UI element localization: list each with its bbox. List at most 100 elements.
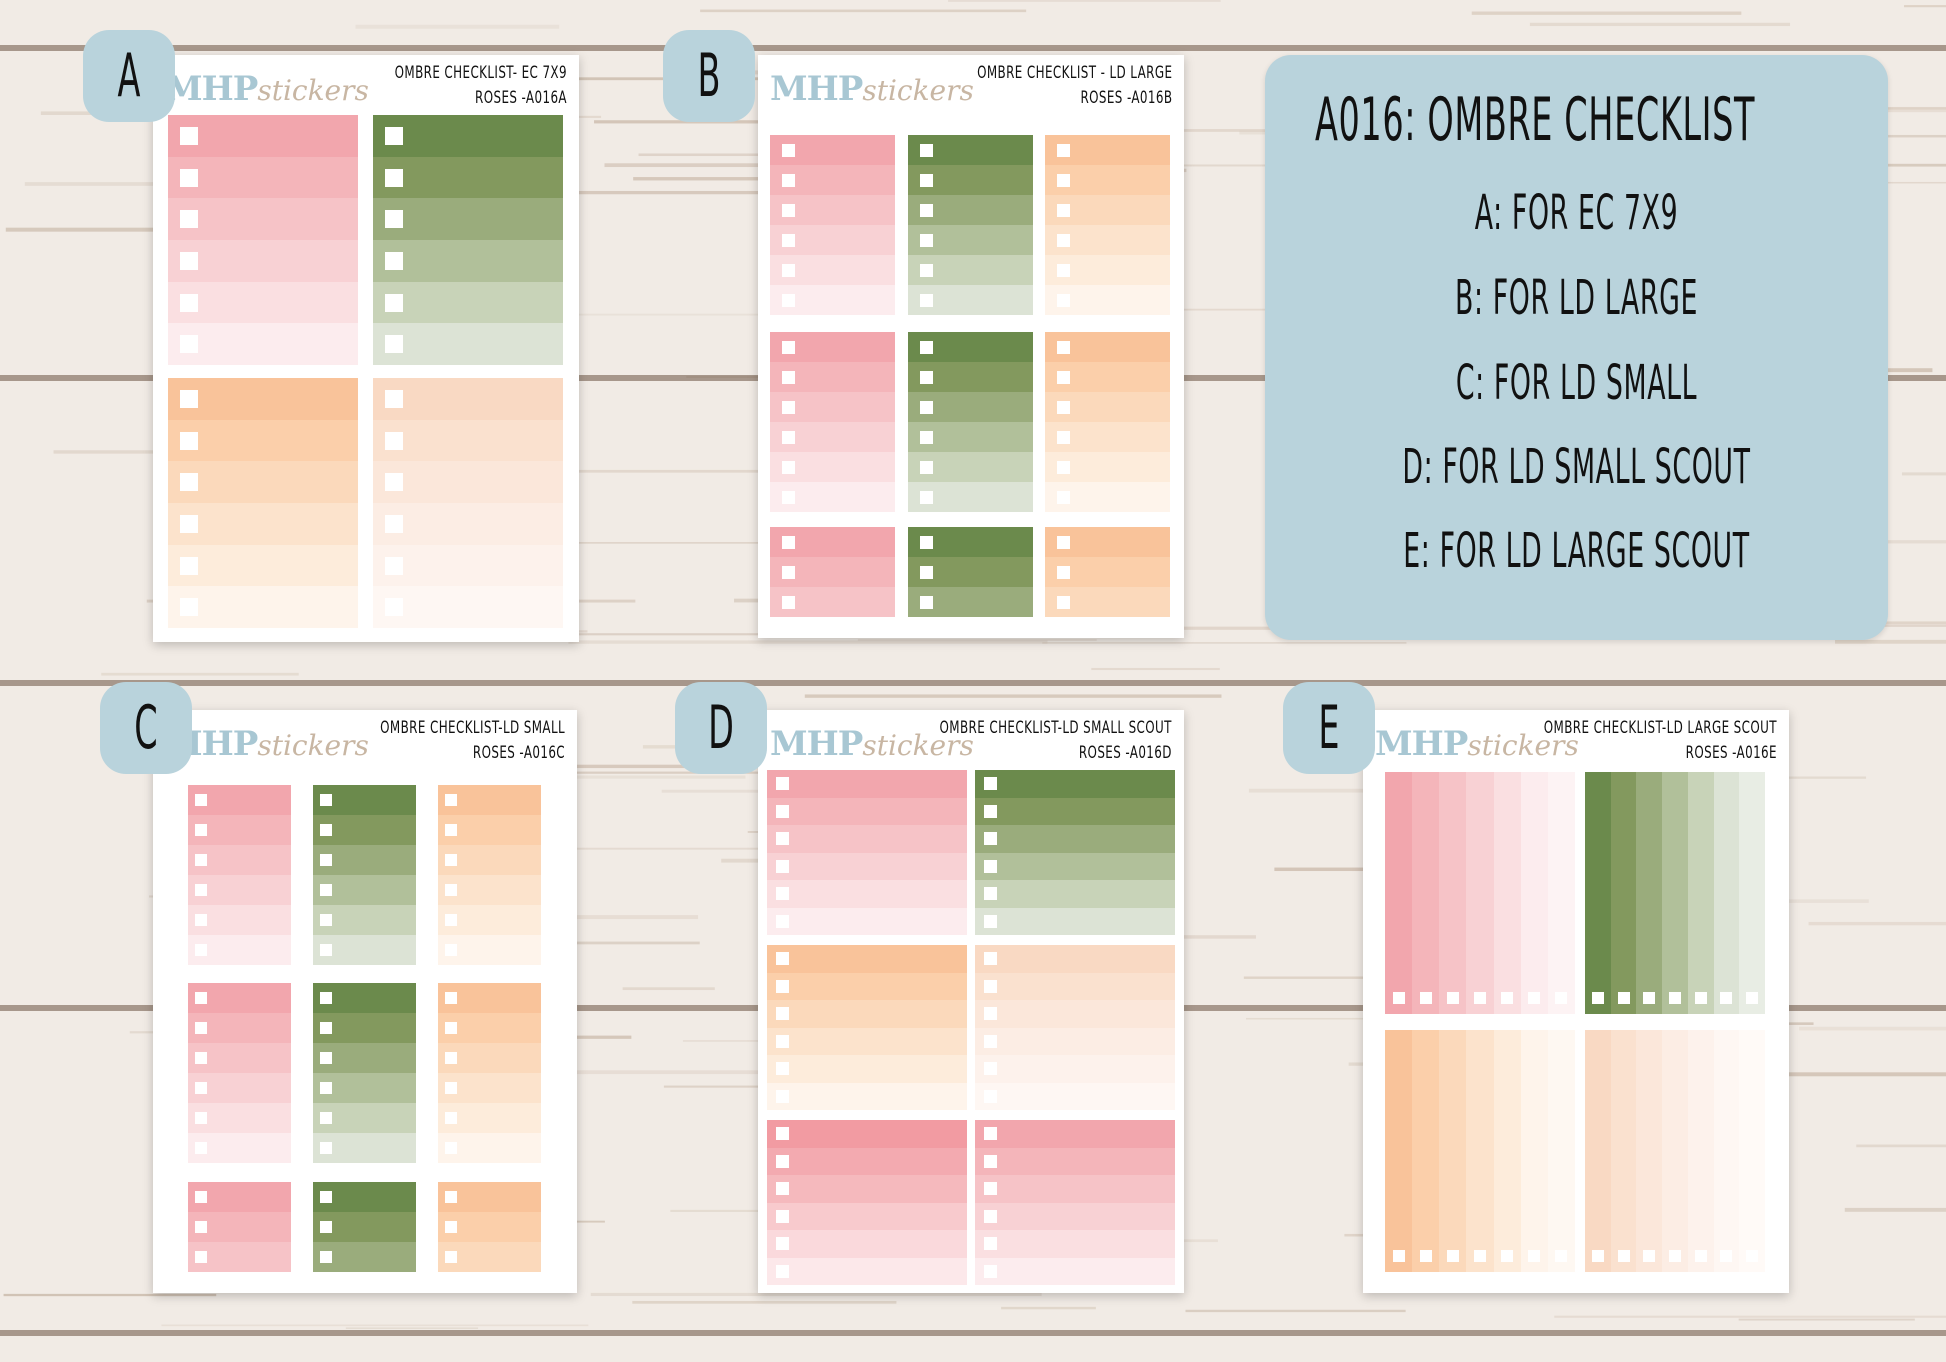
checklist-sticker bbox=[188, 1182, 291, 1272]
checklist-sticker bbox=[1585, 1030, 1765, 1272]
wood-grain bbox=[1808, 921, 1946, 926]
checkbox-icon bbox=[984, 1237, 997, 1251]
checklist-sticker bbox=[373, 115, 563, 365]
checkbox-icon bbox=[1419, 1250, 1432, 1262]
checkbox-icon bbox=[782, 490, 795, 504]
checklist-sticker bbox=[1045, 135, 1170, 315]
wood-grain bbox=[546, 915, 699, 920]
checkbox-icon bbox=[195, 1112, 207, 1124]
wood-grain bbox=[1274, 867, 1436, 872]
wood-grain bbox=[1738, 1318, 1915, 1321]
color-stripe bbox=[975, 1000, 1175, 1028]
color-stripe bbox=[975, 1175, 1175, 1203]
color-stripe bbox=[1713, 1030, 1740, 1272]
color-stripe bbox=[1662, 772, 1689, 1014]
checkbox-icon bbox=[445, 1082, 457, 1094]
checkbox-icon bbox=[1446, 992, 1459, 1004]
checkbox-icon bbox=[445, 824, 457, 836]
checklist-sticker bbox=[1385, 772, 1575, 1014]
color-stripe bbox=[1636, 772, 1663, 1014]
checkbox-icon bbox=[445, 794, 457, 806]
color-stripe bbox=[975, 1230, 1175, 1258]
color-stripe bbox=[1493, 772, 1522, 1014]
checkbox-icon bbox=[920, 233, 933, 247]
checkbox-icon bbox=[782, 565, 795, 579]
checkbox-icon bbox=[385, 168, 403, 187]
color-stripe bbox=[1439, 1030, 1467, 1272]
wood-grain bbox=[632, 1300, 897, 1304]
badge-d: D bbox=[675, 682, 767, 774]
checkbox-icon bbox=[445, 992, 457, 1004]
checkbox-icon bbox=[320, 914, 332, 926]
color-stripe bbox=[975, 1027, 1175, 1056]
checkbox-icon bbox=[984, 804, 997, 818]
color-stripe bbox=[975, 797, 1175, 826]
info-panel: A016: OMBRE CHECKLIST A: FOR EC 7X9 B: F… bbox=[1265, 55, 1888, 640]
checkbox-icon bbox=[920, 595, 933, 609]
checkbox-icon bbox=[1057, 370, 1070, 384]
checkbox-icon bbox=[1746, 992, 1759, 1004]
sticker-sheet-c: MHPstickers OMBRE CHECKLIST-LD SMALL ROS… bbox=[153, 710, 577, 1293]
checkbox-icon bbox=[782, 430, 795, 444]
color-stripe bbox=[168, 544, 358, 587]
checkbox-icon bbox=[385, 556, 403, 575]
color-stripe bbox=[1610, 1030, 1637, 1272]
color-stripe bbox=[1585, 1030, 1612, 1272]
wood-grain bbox=[1780, 1072, 1946, 1077]
checkbox-icon bbox=[195, 1022, 207, 1034]
checkbox-icon bbox=[445, 1022, 457, 1034]
wood-grain bbox=[1042, 642, 1407, 644]
color-stripe bbox=[1687, 1030, 1715, 1272]
color-stripe bbox=[373, 503, 563, 546]
checklist-sticker bbox=[1045, 527, 1170, 617]
checkbox-icon bbox=[320, 1022, 332, 1034]
checkbox-icon bbox=[1501, 992, 1514, 1004]
color-stripe bbox=[373, 544, 563, 587]
wood-grain bbox=[804, 694, 1222, 698]
wood-grain bbox=[622, 987, 715, 991]
checkbox-icon bbox=[1643, 1250, 1656, 1262]
checkbox-icon bbox=[1746, 1250, 1759, 1262]
info-line-d: D: FOR LD SMALL SCOUT bbox=[1402, 439, 1751, 495]
brand-logo: MHPstickers bbox=[770, 724, 974, 764]
checkbox-icon bbox=[320, 884, 332, 896]
color-stripe bbox=[168, 115, 358, 158]
checkbox-icon bbox=[1057, 173, 1070, 187]
checkbox-icon bbox=[776, 1182, 789, 1196]
color-stripe bbox=[975, 1202, 1175, 1231]
checklist-sticker bbox=[767, 1120, 967, 1285]
checkbox-icon bbox=[984, 1007, 997, 1021]
color-stripe bbox=[767, 1027, 967, 1056]
color-stripe bbox=[373, 156, 563, 199]
checkbox-icon bbox=[1057, 430, 1070, 444]
wood-grain bbox=[1901, 472, 1946, 476]
checkbox-icon bbox=[385, 598, 403, 617]
checklist-sticker bbox=[975, 945, 1175, 1110]
checkbox-icon bbox=[1591, 1250, 1604, 1262]
checkbox-icon bbox=[1057, 233, 1070, 247]
checkbox-icon bbox=[180, 514, 198, 533]
color-stripe bbox=[1439, 772, 1467, 1014]
checklist-sticker bbox=[770, 332, 895, 512]
checkbox-icon bbox=[776, 1034, 789, 1048]
checkbox-icon bbox=[320, 1221, 332, 1233]
wood-grain bbox=[1856, 1144, 1946, 1148]
color-stripe bbox=[373, 198, 563, 241]
sheet-title: OMBRE CHECKLIST- EC 7X9 ROSES -A016A bbox=[394, 63, 567, 108]
checkbox-icon bbox=[782, 535, 795, 549]
wood-grain bbox=[700, 9, 1027, 13]
checkbox-icon bbox=[776, 1007, 789, 1021]
checkbox-icon bbox=[180, 335, 198, 354]
wood-grain bbox=[1554, 1315, 1946, 1318]
color-stripe bbox=[975, 770, 1175, 798]
color-stripe bbox=[975, 1055, 1175, 1083]
wood-grain bbox=[53, 450, 159, 454]
checkbox-icon bbox=[776, 1127, 789, 1141]
checkbox-icon bbox=[1720, 992, 1733, 1004]
checkbox-icon bbox=[180, 473, 198, 492]
checklist-sticker bbox=[313, 1182, 416, 1272]
info-line-c: C: FOR LD SMALL bbox=[1455, 355, 1698, 411]
wood-grain bbox=[1799, 1026, 1946, 1031]
checkbox-icon bbox=[984, 832, 997, 846]
checklist-sticker bbox=[770, 527, 895, 617]
